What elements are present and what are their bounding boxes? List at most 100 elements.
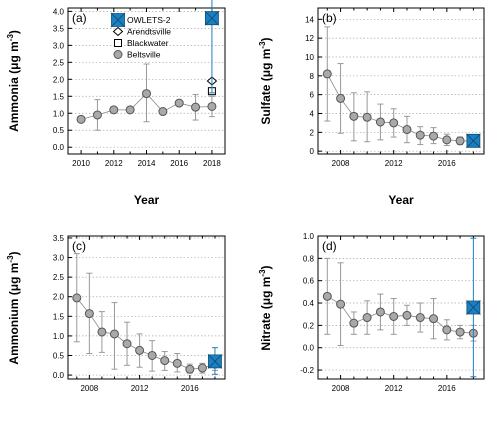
x-tick-label: 2012 [385, 159, 403, 168]
x-axis-title: Year [134, 193, 160, 207]
y-tick-label: 1.5 [53, 92, 65, 101]
y-tick-label: 2.5 [53, 273, 65, 282]
data-point [147, 350, 157, 360]
data-point [349, 111, 359, 121]
data-point [92, 110, 102, 120]
panel-label: (a) [72, 11, 87, 25]
data-point [174, 98, 184, 108]
data-point [135, 345, 145, 355]
x-tick-label: 2014 [138, 159, 156, 168]
y-tick-label: 1.0 [303, 232, 315, 241]
y-axis-title: Nitrate (μg m-3) [258, 265, 273, 350]
y-tick-label: 0.0 [303, 344, 315, 353]
data-point [97, 327, 107, 337]
y-axis-title: Ammonium (μg m-3) [6, 251, 21, 364]
legend-marker-diamond [112, 26, 124, 37]
y-tick-label: 3.0 [53, 41, 65, 50]
y-tick-label: 0.0 [53, 371, 65, 380]
data-point [455, 136, 465, 146]
y-tick-label: 0.8 [303, 254, 315, 263]
y-tick-label: 6 [310, 91, 315, 100]
data-point [172, 358, 182, 368]
x-tick-label: 2008 [332, 159, 350, 168]
x-tick-label: 2016 [170, 159, 188, 168]
y-tick-label: 12 [305, 34, 314, 43]
y-tick-label: 0.6 [303, 277, 315, 286]
panel-label: (b) [322, 11, 337, 25]
x-tick-label: 2012 [131, 384, 149, 393]
plot-frame [317, 235, 485, 380]
y-tick-label: 0.5 [53, 126, 65, 135]
data-point [402, 125, 412, 135]
y-tick-label: 3.5 [53, 234, 65, 243]
data-point [349, 318, 359, 328]
y-tick-label: 1.0 [53, 332, 65, 341]
chart-panel-1: 0.0 0.5 1.0 1.5 2.0 2.5 3.0 3.5 4.0 2010 2012 2014 2… [6, 0, 226, 207]
legend-label: OWLETS-2 [127, 15, 171, 25]
data-point [197, 363, 207, 373]
legend-label: Arendtsville [127, 27, 171, 37]
series-owlets-2 [465, 133, 481, 149]
data-point [125, 105, 135, 115]
y-tick-label: 8 [310, 72, 315, 81]
x-axis-title: Year [388, 193, 414, 207]
data-point [322, 291, 332, 301]
y-tick-label: 0.0 [53, 143, 65, 152]
data-point [322, 69, 332, 79]
series-line [327, 295, 474, 334]
legend-marker-bowtie-cross [111, 12, 125, 28]
x-tick-label: 2016 [181, 384, 199, 393]
y-tick-label: 2.5 [53, 58, 65, 67]
data-point [122, 339, 132, 349]
series-owlets-2 [207, 347, 223, 375]
legend-label: Blackwater [127, 38, 169, 48]
y-tick-label: 3.0 [53, 254, 65, 263]
y-axis-title: Ammonia (μg m-3) [6, 30, 21, 132]
x-tick-label: 2012 [385, 384, 403, 393]
y-tick-label: 10 [305, 53, 314, 62]
data-point [185, 364, 195, 374]
y-tick-label: 14 [305, 15, 314, 24]
data-point-cross [466, 133, 481, 149]
y-tick-label: 0.5 [53, 351, 65, 360]
y-tick-label: 4.0 [53, 7, 65, 16]
y-tick-label: 0 [310, 147, 315, 156]
data-point [109, 105, 119, 115]
x-tick-label: 2008 [80, 384, 98, 393]
data-point [207, 101, 217, 111]
data-point [76, 114, 86, 124]
data-point [415, 130, 425, 140]
data-point [389, 311, 399, 321]
x-tick-label: 2016 [438, 159, 456, 168]
data-point [429, 314, 439, 324]
series-owlets-2 [465, 237, 481, 378]
data-point [375, 307, 385, 317]
chart-panel-4: -0.20.00.20.40.60.81.0200820122016YearNi… [258, 232, 485, 393]
data-point [402, 310, 412, 320]
data-point [336, 93, 346, 103]
data-point [362, 313, 372, 323]
plot-frame [67, 235, 226, 380]
data-point [362, 112, 372, 122]
x-tick-label: 2010 [72, 159, 90, 168]
data-point [142, 89, 151, 99]
y-tick-label: 2 [310, 128, 315, 137]
y-tick-label: 1.0 [53, 109, 65, 118]
data-point [84, 309, 94, 319]
series-line [326, 73, 474, 142]
panel-label: (c) [72, 239, 86, 253]
x-tick-label: 2016 [438, 384, 456, 393]
data-point-cross [466, 300, 481, 315]
data-point [336, 299, 346, 309]
series-beltsville [76, 63, 217, 131]
y-tick-label: 0.4 [303, 299, 315, 308]
y-tick-label: 4 [310, 109, 315, 118]
y-tick-label: 3.5 [53, 24, 65, 33]
y-tick-label: -0.2 [300, 366, 314, 375]
panel-label: (d) [322, 239, 337, 253]
y-tick-label: 2.0 [53, 293, 65, 302]
data-point [455, 327, 465, 337]
y-axis-title: Sulfate (μg m-3) [258, 37, 273, 124]
data-point-cross [205, 10, 219, 26]
